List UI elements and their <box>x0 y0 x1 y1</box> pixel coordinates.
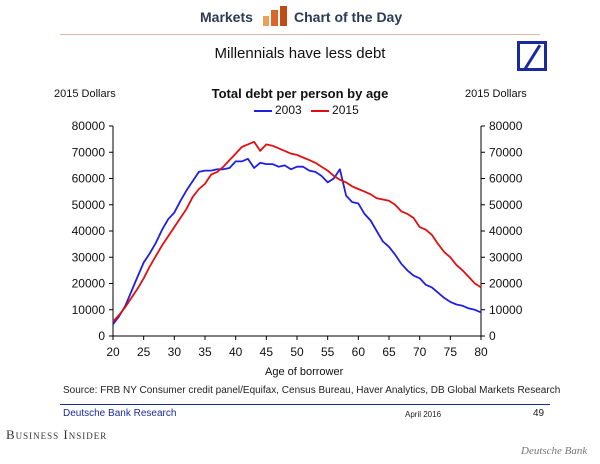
y-tick-label-left: 70000 <box>72 145 106 159</box>
y-tick-label-left: 80000 <box>72 119 106 133</box>
y-tick-label-right: 30000 <box>489 250 523 264</box>
header-bar: Markets Chart of the Day <box>0 0 600 35</box>
y-tick-label-left: 0 <box>98 329 105 343</box>
x-tick-label: 80 <box>474 345 488 359</box>
y-tick-label-left: 10000 <box>72 303 106 317</box>
y-tick-label-right: 80000 <box>489 119 523 133</box>
series-line-2003 <box>112 157 482 325</box>
y-tick-label-right: 0 <box>489 329 496 343</box>
chart-title: Millennials have less debt <box>214 45 386 62</box>
x-tick-label: 45 <box>260 345 274 359</box>
y-tick-label-right: 40000 <box>489 224 523 238</box>
y-tick-label-right: 60000 <box>489 172 523 186</box>
footer-divider <box>60 404 550 405</box>
x-tick-label: 65 <box>382 345 396 359</box>
series-line-2015 <box>112 140 482 323</box>
y-tick-label-right: 70000 <box>489 145 523 159</box>
x-tick-label: 35 <box>198 345 212 359</box>
x-tick-label: 60 <box>352 345 366 359</box>
footer-date: April 2016 <box>405 410 442 419</box>
header-chart-of-the-day[interactable]: Chart of the Day <box>294 9 403 25</box>
source-note: Source: FRB NY Consumer credit panel/Equ… <box>63 385 561 396</box>
image-credit: Deutsche Bank <box>521 445 588 457</box>
chart-legend: 2003 2015 <box>248 103 359 117</box>
business-insider-logo[interactable]: Business Insider <box>6 427 108 442</box>
footer-org: Deutsche Bank Research <box>63 408 177 419</box>
x-tick-label: 75 <box>444 345 458 359</box>
x-tick-label: 40 <box>229 345 243 359</box>
x-tick-label: 25 <box>137 345 151 359</box>
y-tick-label-left: 60000 <box>72 172 106 186</box>
footer-page-number: 49 <box>533 408 545 419</box>
right-axis-unit: 2015 Dollars <box>465 88 527 100</box>
legend-label-2003: 2003 <box>275 103 302 117</box>
x-tick-label: 30 <box>168 345 182 359</box>
x-tick-label: 70 <box>413 345 427 359</box>
chart-subtitle: Total debt per person by age <box>211 86 389 101</box>
y-tick-label-left: 40000 <box>72 224 106 238</box>
header-markets[interactable]: Markets <box>200 9 253 25</box>
y-tick-label-left: 50000 <box>72 198 106 212</box>
left-axis-unit: 2015 Dollars <box>54 88 116 100</box>
x-tick-label: 55 <box>321 345 335 359</box>
legend-swatch-2015 <box>311 109 330 112</box>
deutsche-bank-logo-icon <box>517 41 547 71</box>
y-tick-label-right: 50000 <box>489 198 523 212</box>
y-tick-label-left: 30000 <box>72 250 106 264</box>
y-tick-label-left: 20000 <box>72 277 106 291</box>
x-tick-label: 50 <box>290 345 304 359</box>
header-divider <box>60 34 540 35</box>
y-tick-label-right: 10000 <box>489 303 523 317</box>
x-tick-label: 20 <box>106 345 120 359</box>
x-axis-label: Age of borrower <box>265 366 344 378</box>
y-tick-label-right: 20000 <box>489 277 523 291</box>
chart-panel <box>48 36 594 422</box>
legend-label-2015: 2015 <box>332 103 359 117</box>
chart-of-day-icon <box>263 6 287 26</box>
legend-swatch-2003 <box>254 109 272 112</box>
